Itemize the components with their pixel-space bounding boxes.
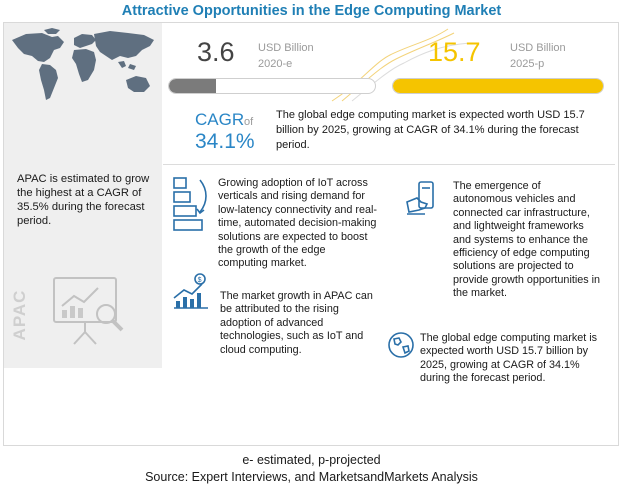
market-unit-2020: USD Billion 2020-e [258,40,314,72]
globe-icon [388,332,414,358]
driver-text-4: The global edge computing market is expe… [420,332,598,385]
vertical-bar-chart-icon [173,177,207,231]
driver-text-3: The market growth in APAC can be attribu… [220,290,373,356]
market-unit-2025: USD Billion 2025-p [510,40,566,72]
source-line: Source: Expert Interviews, and Marketsan… [145,470,478,484]
apac-description: APAC is estimated to grow the highest at… [17,173,150,227]
unit-label-2025: USD Billion [510,42,566,54]
presentation-board-icon [53,277,124,345]
cagr-of: of [244,116,254,128]
page-title: Attractive Opportunities in the Edge Com… [121,3,502,19]
world-map-icon [12,28,154,100]
driver-text-2: The emergence of autonomous vehicles and… [453,180,601,300]
divider [163,164,615,165]
unit-label-2020: USD Billion [258,42,314,54]
growth-chart-icon: $ [173,273,208,309]
hand-phone-icon [406,181,434,215]
progress-bar-2025 [392,78,604,94]
apac-vertical-label: APAC [10,289,29,341]
progress-fill-2025 [393,79,603,93]
svg-text:$: $ [198,277,202,284]
cagr-description: The global edge computing market is expe… [276,109,585,151]
cagr-label: CAGR [195,110,245,129]
market-value-2025: 15.7 [428,37,481,67]
cagr-value: 34.1% [195,130,255,153]
footnote: e- estimated, p-projected [242,453,381,467]
year-label-2020: 2020-e [258,58,293,70]
year-label-2025: 2025-p [510,58,545,70]
progress-fill-2020 [169,79,217,93]
driver-text-1: Growing adoption of IoT across verticals… [218,177,378,270]
progress-bar-2020 [168,78,376,94]
market-value-2020: 3.6 [197,37,235,67]
